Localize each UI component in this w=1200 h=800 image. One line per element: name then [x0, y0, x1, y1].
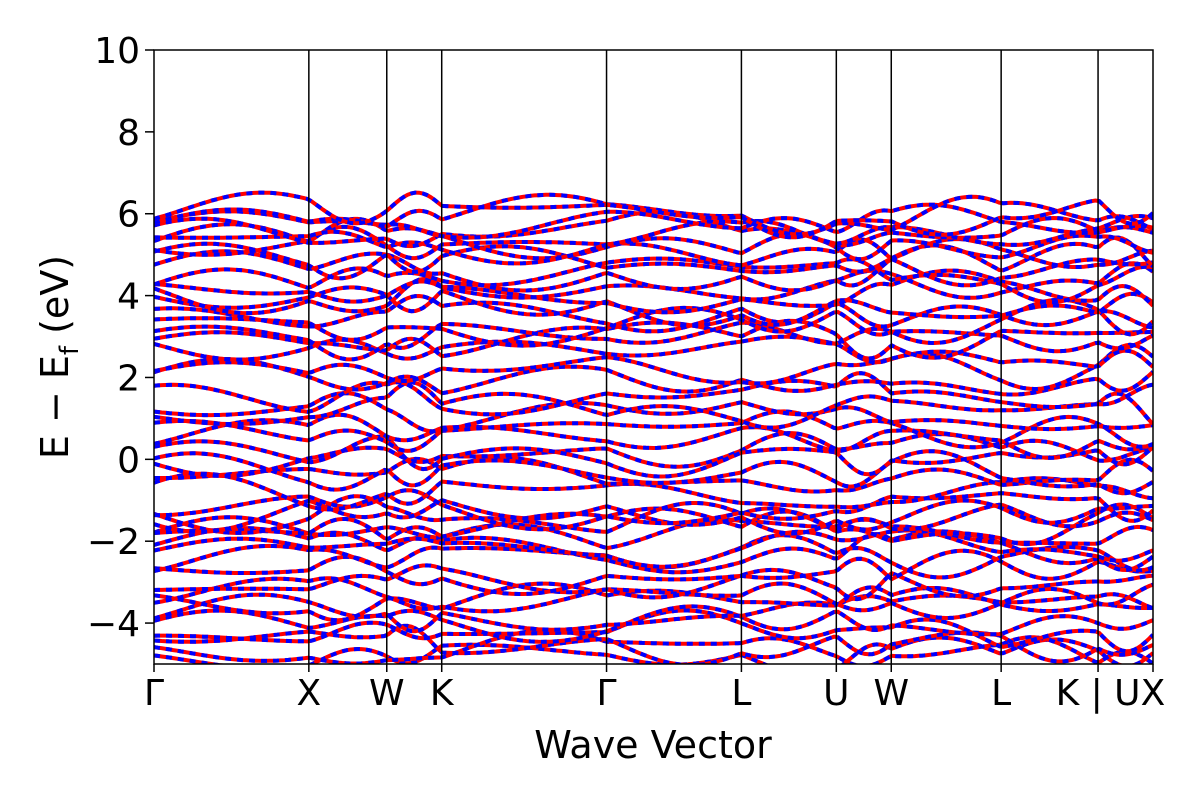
band-spin-down [154, 371, 1153, 417]
x-tick-label: K | U [1056, 673, 1141, 714]
x-tick-label: U [823, 673, 849, 714]
x-tick-label: L [991, 673, 1011, 714]
band-spin-down [154, 628, 1153, 664]
y-tick-label: 8 [117, 113, 140, 154]
band-spin-down [154, 528, 1153, 569]
band-spin-down [154, 563, 1153, 602]
y-tick-label: 2 [117, 358, 140, 399]
band-spin-down [154, 494, 1153, 535]
band-spin-down [154, 297, 1153, 348]
band-spin-down [154, 498, 1153, 536]
y-axis: −4 −2 0 2 4 6 8 10 [87, 31, 154, 645]
x-tick-label: W [873, 673, 909, 714]
band-spin-down [154, 357, 1153, 397]
plot-frame [153, 49, 1154, 665]
band-spin-down [154, 449, 1153, 496]
band-spin-down [154, 604, 1153, 644]
band-spin-down [154, 235, 1153, 281]
x-tick-label: W [369, 673, 405, 714]
band-spin-down [154, 190, 1153, 240]
bands-layer [154, 190, 1153, 664]
high-symmetry-lines [308, 50, 1099, 664]
y-tick-label: 10 [94, 31, 140, 72]
band-spin-down [154, 249, 1153, 293]
band-spin-down [154, 581, 1153, 623]
x-tick-label: X [1141, 673, 1166, 714]
band-spin-down [154, 488, 1153, 532]
band-spin-down [154, 515, 1153, 551]
band-spin-down [154, 380, 1153, 430]
y-tick-label: −4 [87, 604, 140, 645]
band-spin-down [154, 548, 1153, 596]
x-tick-label: Γ [144, 673, 164, 714]
band-spin-up [154, 357, 1153, 397]
band-spin-down [154, 434, 1153, 479]
x-tick-label: L [731, 673, 751, 714]
band-spin-down [154, 342, 1153, 392]
band-spin-down [154, 502, 1153, 547]
band-spin-down [154, 391, 1153, 434]
y-axis-label: E − Ef (eV) [33, 255, 85, 459]
y-tick-label: 0 [117, 440, 140, 481]
x-tick-label: Γ [597, 673, 617, 714]
x-tick-label: X [297, 673, 322, 714]
x-axis-label: Wave Vector [534, 723, 772, 767]
band-spin-down [154, 285, 1153, 328]
band-spin-down [154, 320, 1153, 362]
band-spin-down [154, 268, 1153, 316]
band-spin-down [154, 409, 1153, 453]
x-tick-label: K [430, 673, 455, 714]
band-spin-down [154, 431, 1153, 479]
y-tick-label: 6 [117, 195, 140, 236]
band-spin-down [154, 192, 1153, 237]
svg-text:E − Ef (eV): E − Ef (eV) [33, 255, 85, 459]
band-spin-down [154, 576, 1153, 621]
y-tick-label: −2 [87, 522, 140, 563]
band-spin-up [154, 318, 1153, 361]
y-tick-label: 4 [117, 277, 140, 318]
band-spin-down [154, 215, 1153, 266]
band-spin-down [154, 293, 1153, 334]
band-spin-down [154, 533, 1153, 580]
band-spin-down [154, 412, 1153, 460]
